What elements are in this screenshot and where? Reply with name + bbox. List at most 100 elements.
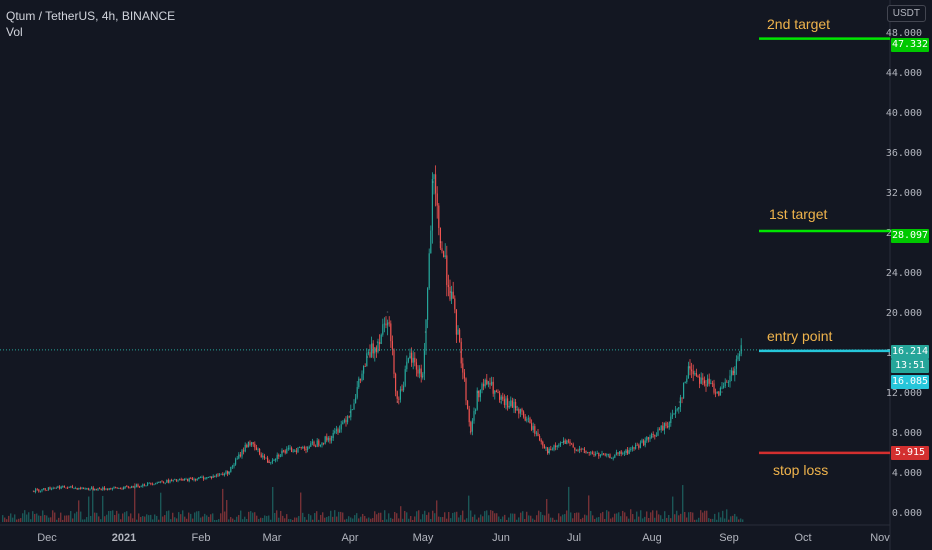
candle-body <box>428 253 430 289</box>
volume-bar <box>680 513 682 522</box>
volume-bar <box>448 512 450 522</box>
candle-body <box>604 454 606 456</box>
candle-body <box>371 343 373 357</box>
currency-button[interactable]: USDT <box>886 5 926 22</box>
volume-bar <box>660 515 662 522</box>
candle-body <box>526 419 528 421</box>
candle-body <box>409 352 411 359</box>
candle-body <box>487 382 489 385</box>
candle-body <box>67 487 69 489</box>
candle-body <box>443 251 445 257</box>
candle-body <box>513 401 515 408</box>
candle-body <box>198 477 200 480</box>
volume-bar <box>496 513 498 522</box>
volume-bar <box>342 512 344 522</box>
volume-bar <box>286 514 288 522</box>
candle-body <box>451 291 453 300</box>
volume-bar <box>396 513 398 522</box>
candle-body <box>595 453 597 456</box>
candle-body <box>548 448 550 454</box>
volume-bar <box>108 511 110 522</box>
candle-body <box>587 452 589 454</box>
volume-bar <box>580 519 582 522</box>
candle-body <box>739 353 741 357</box>
candle-body <box>358 378 360 388</box>
candle-body <box>497 392 499 393</box>
candle-body <box>460 341 462 364</box>
candle-body <box>646 437 648 441</box>
candle-body <box>479 389 481 398</box>
candle-body <box>257 448 259 450</box>
volume-bar <box>446 518 448 522</box>
volume-bar <box>276 510 278 522</box>
candle-body <box>705 384 707 386</box>
candle-body <box>692 371 694 375</box>
candle-body <box>619 451 621 454</box>
candle-body <box>475 409 477 412</box>
volume-bar <box>476 519 478 522</box>
candle-body <box>364 366 366 367</box>
volume-bar <box>682 485 684 522</box>
volume-bar <box>542 514 544 522</box>
candle-body <box>575 449 577 451</box>
candle-body <box>591 452 593 454</box>
candle-body <box>191 478 193 481</box>
candle-body <box>571 443 573 445</box>
volume-bar <box>398 518 400 522</box>
volume-bar <box>294 517 296 522</box>
volume-bar <box>576 512 578 522</box>
volume-bar <box>676 510 678 522</box>
candle-body <box>315 446 317 447</box>
volume-bar <box>410 516 412 522</box>
y-tick-label: 8.000 <box>892 428 922 439</box>
volume-bar <box>206 515 208 522</box>
volume-bar <box>128 516 130 522</box>
candle-body <box>601 453 603 456</box>
price-point <box>625 451 628 453</box>
volume-bar <box>534 519 536 522</box>
candle-body <box>356 387 358 398</box>
candle-body <box>54 487 56 489</box>
volume-bar <box>524 518 526 522</box>
candle-body <box>695 373 697 376</box>
candle-body <box>347 416 349 423</box>
candle-body <box>113 487 115 489</box>
volume-bar <box>620 516 622 522</box>
candle-body <box>263 455 265 459</box>
volume-bar <box>582 517 584 522</box>
candle-body <box>417 369 419 374</box>
candle-body <box>510 400 512 406</box>
volume-bar <box>258 518 260 522</box>
candle-body <box>515 401 517 411</box>
candle-body <box>532 426 534 430</box>
volume-bar <box>282 515 284 522</box>
candle-body <box>215 474 217 477</box>
y-tick-label: 4.000 <box>892 468 922 479</box>
candle-body <box>523 411 525 417</box>
candle-body <box>638 445 640 448</box>
price-point <box>651 436 653 438</box>
volume-bar <box>518 517 520 522</box>
candle-body <box>219 474 221 476</box>
candle-body <box>505 398 507 406</box>
volume-bar <box>68 515 70 522</box>
volume-bar <box>732 515 734 522</box>
candle-body <box>574 447 576 451</box>
candle-body <box>139 486 141 488</box>
volume-bar <box>248 511 250 522</box>
volume-bar <box>618 512 620 522</box>
candle-body <box>175 479 177 481</box>
candle-body <box>659 429 661 431</box>
candle-body <box>228 472 230 475</box>
volume-bar <box>488 515 490 522</box>
candle-body <box>235 459 237 465</box>
volume-bar <box>254 512 256 522</box>
candle-body <box>667 426 669 428</box>
volume-bar <box>162 516 164 522</box>
volume-bar <box>118 513 120 522</box>
x-tick-label: Aug <box>642 532 662 544</box>
candle-body <box>283 450 285 452</box>
candle-body <box>639 442 641 448</box>
volume-bar <box>170 519 172 522</box>
